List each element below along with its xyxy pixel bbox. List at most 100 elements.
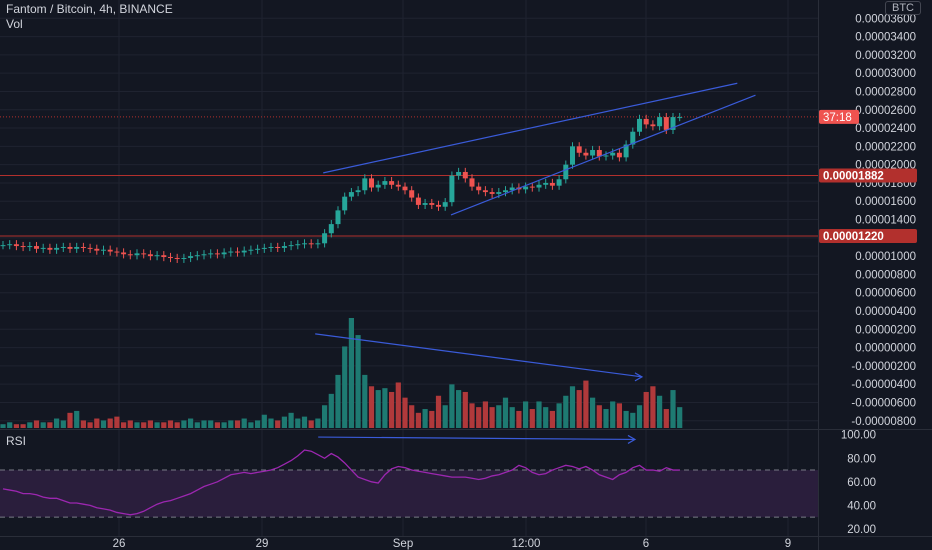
volume-bar bbox=[556, 403, 562, 428]
candle-body bbox=[114, 251, 120, 253]
price-tick-label: 0.00001600 bbox=[855, 196, 916, 208]
candle-body bbox=[482, 190, 488, 193]
volume-bar bbox=[268, 418, 274, 428]
volume-bar bbox=[94, 418, 100, 428]
candle-body bbox=[214, 253, 220, 255]
rsi-tick-label: 80.00 bbox=[847, 453, 876, 465]
volume-bar bbox=[114, 416, 120, 428]
volume-bar bbox=[100, 420, 107, 428]
candle-body bbox=[241, 250, 247, 253]
volume-bar bbox=[328, 393, 334, 428]
volume-bar bbox=[214, 422, 220, 428]
price-axis-marker-label: 37:18 bbox=[823, 112, 852, 124]
time-tick-label: 12:00 bbox=[512, 538, 541, 550]
price-tick-label: 0.00002600 bbox=[855, 105, 916, 117]
candle-body bbox=[67, 246, 73, 249]
volume-bar bbox=[288, 412, 294, 428]
volume-bar bbox=[295, 418, 301, 428]
volume-bar bbox=[657, 395, 663, 428]
candle-body bbox=[0, 245, 6, 247]
candle-body bbox=[523, 186, 529, 190]
candle-body bbox=[650, 124, 656, 127]
candle-body bbox=[47, 247, 53, 250]
trendline-wedge-upper bbox=[323, 82, 738, 174]
volume-bar bbox=[255, 420, 261, 428]
candle-body bbox=[556, 179, 562, 186]
volume-bar bbox=[20, 424, 26, 428]
price-axis-marker bbox=[819, 168, 917, 183]
volume-bar bbox=[462, 391, 468, 428]
volume-bar bbox=[489, 407, 495, 428]
candle-body bbox=[630, 131, 636, 145]
candle-body bbox=[208, 253, 214, 255]
price-axis-marker-label: 0.00001220 bbox=[823, 231, 884, 243]
volume-bar bbox=[590, 397, 596, 428]
volume-bar bbox=[342, 346, 348, 428]
price-tick-label: 0.00000400 bbox=[855, 306, 916, 318]
candle-body bbox=[576, 146, 582, 153]
candle-body bbox=[174, 257, 180, 259]
volume-bar bbox=[509, 407, 515, 428]
candle-body bbox=[288, 245, 294, 247]
price-tick-label: 0.00000200 bbox=[855, 324, 916, 336]
volume-bar bbox=[174, 422, 180, 428]
price-tick-label: 0.00003000 bbox=[855, 68, 916, 80]
volume-bar bbox=[502, 397, 509, 428]
candle-body bbox=[382, 181, 388, 185]
volume-bar bbox=[368, 386, 375, 428]
volume-bar bbox=[275, 420, 281, 428]
time-tick-label: 26 bbox=[113, 538, 126, 550]
candle-body bbox=[369, 178, 374, 188]
candle-body bbox=[415, 197, 421, 205]
volume-bar bbox=[543, 407, 549, 428]
candle-body bbox=[34, 246, 39, 249]
candle-body bbox=[362, 178, 368, 191]
volume-bar bbox=[362, 374, 368, 428]
price-tick-label: 0.00001400 bbox=[855, 215, 916, 227]
volume-bar bbox=[650, 386, 656, 428]
volume-bar bbox=[523, 401, 529, 428]
price-axis-marker bbox=[819, 109, 859, 124]
candle-body bbox=[74, 246, 80, 249]
volume-bar bbox=[516, 410, 522, 428]
candle-body bbox=[663, 117, 669, 130]
candle-body bbox=[375, 184, 381, 188]
volume-legend: Vol bbox=[6, 17, 23, 31]
volume-bar bbox=[13, 424, 19, 428]
volume-bar bbox=[308, 420, 314, 428]
candle-body bbox=[221, 252, 227, 255]
volume-bar bbox=[435, 395, 442, 428]
volume-bar bbox=[67, 412, 73, 428]
candle-body bbox=[107, 249, 113, 252]
candle-body bbox=[429, 203, 435, 205]
trendline-wedge-lower bbox=[450, 94, 756, 216]
volume-bar bbox=[27, 422, 33, 428]
price-tick-label: -0.00000800 bbox=[851, 416, 916, 428]
volume-bar bbox=[315, 418, 321, 428]
currency-button[interactable]: BTC bbox=[885, 1, 921, 15]
candle-body bbox=[308, 243, 314, 245]
candle-body bbox=[60, 246, 66, 248]
candle-body bbox=[637, 118, 642, 132]
candle-body bbox=[536, 184, 542, 188]
volume-bar bbox=[261, 414, 267, 428]
price-tick-label: 0.00002200 bbox=[855, 141, 916, 153]
volume-bar bbox=[449, 384, 455, 428]
candle-body bbox=[13, 244, 19, 247]
candle-body bbox=[141, 253, 147, 255]
candle-body bbox=[194, 255, 200, 257]
candle-body bbox=[275, 246, 281, 248]
volume-bar bbox=[121, 422, 127, 428]
volume-bar bbox=[234, 420, 241, 428]
candle-body bbox=[154, 255, 160, 257]
candle-body bbox=[40, 247, 46, 249]
candle-body bbox=[529, 186, 535, 188]
candle-body bbox=[315, 243, 321, 245]
volume-bar bbox=[536, 401, 542, 428]
candle-body bbox=[94, 248, 100, 251]
trendline-volume-divergence bbox=[315, 333, 643, 378]
candle-body bbox=[469, 178, 475, 187]
rsi-legend: RSI bbox=[6, 434, 27, 448]
